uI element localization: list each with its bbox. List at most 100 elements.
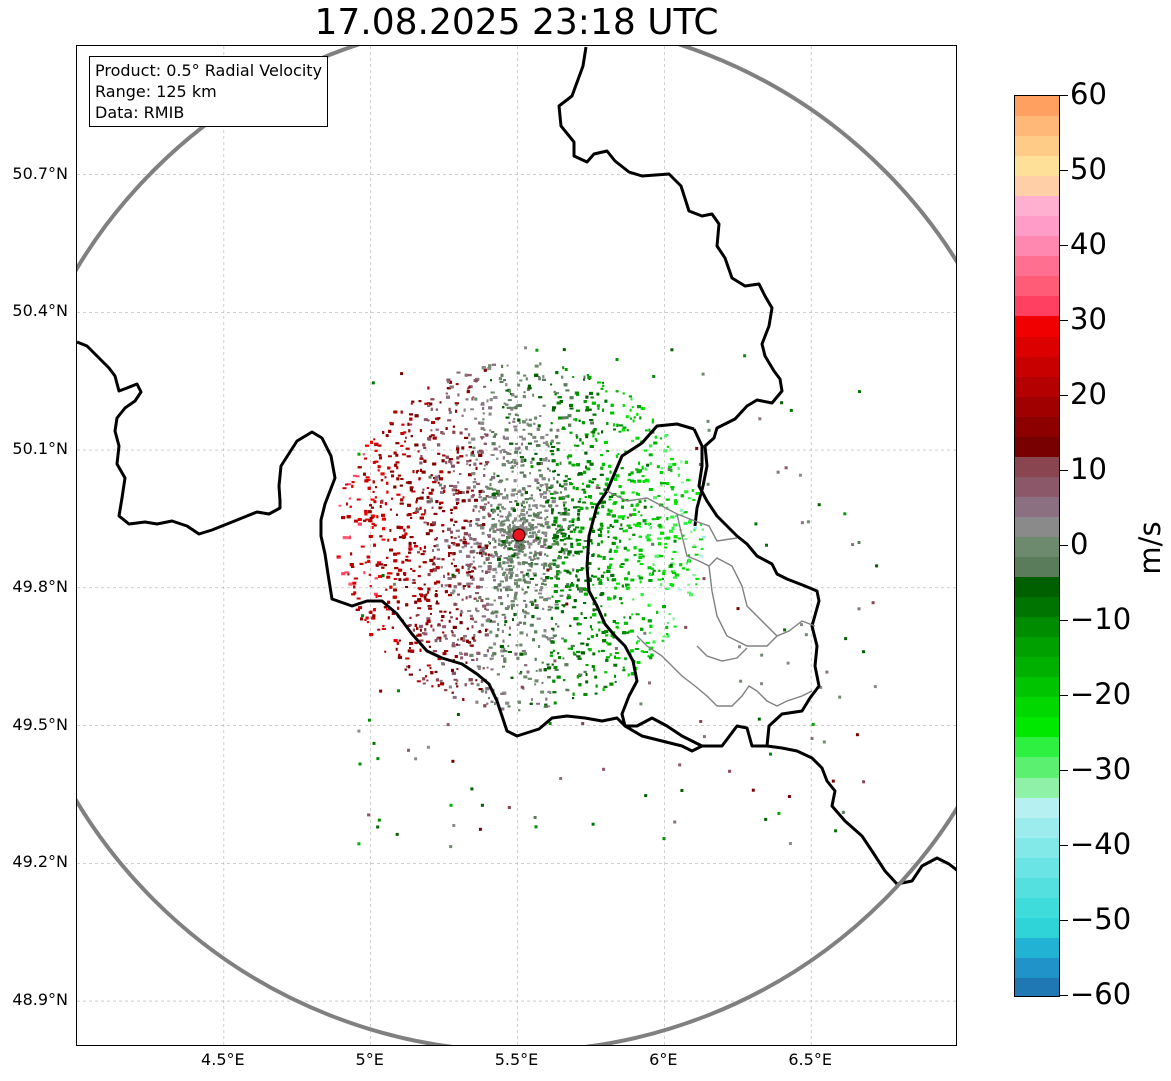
echo-cell (612, 536, 616, 539)
echo-cell (531, 524, 534, 527)
echo-cell (480, 436, 485, 439)
echo-cell (659, 437, 662, 440)
echo-cell (637, 510, 640, 513)
echo-cell (608, 464, 612, 468)
echo-cell (578, 419, 581, 422)
echo-cell (626, 631, 630, 634)
echo-cell (670, 570, 673, 573)
echo-cell (465, 454, 468, 457)
echo-cell (371, 616, 376, 620)
echo-cell (615, 390, 618, 393)
echo-cell (637, 522, 641, 526)
echo-cell (377, 595, 382, 598)
echo-cell (357, 466, 362, 469)
echo-cell (378, 454, 382, 456)
echo-cell (667, 587, 671, 590)
echo-cell (548, 486, 553, 489)
echo-cell (435, 678, 439, 682)
echo-cell (427, 419, 430, 422)
echo-cell (504, 623, 506, 626)
echo-cell (503, 571, 507, 574)
echo-cell (445, 455, 449, 459)
echo-cell (471, 659, 475, 661)
echo-cell (591, 665, 595, 668)
radar-map[interactable] (77, 46, 957, 1046)
echo-cell (486, 649, 489, 653)
echo-cell (587, 562, 592, 565)
echo-cell (480, 427, 484, 430)
echo-cell (465, 563, 468, 566)
echo-cell (443, 610, 447, 613)
echo-cell (520, 508, 525, 512)
echo-cell (419, 628, 422, 632)
echo-cell (670, 515, 675, 519)
echo-cell (423, 521, 427, 524)
echo-cell (483, 468, 486, 471)
echo-cell (674, 501, 678, 505)
echo-cell (582, 546, 585, 550)
echo-cell (502, 507, 507, 510)
echo-cell (518, 519, 523, 522)
echo-cell (637, 575, 641, 577)
echo-cell (420, 455, 423, 458)
echo-cell (455, 543, 460, 547)
echo-cell (455, 608, 459, 611)
echo-cell (624, 658, 627, 661)
echo-cell (503, 650, 508, 653)
echo-cell (401, 560, 405, 564)
echo-cell (480, 450, 484, 454)
echo-cell (433, 581, 437, 585)
echo-cell (494, 539, 497, 543)
echo-cell (503, 648, 506, 652)
echo-cell (505, 557, 508, 560)
echo-cell (484, 503, 487, 506)
echo-cell (494, 702, 496, 706)
echo-cell (514, 582, 518, 586)
echo-cell (505, 701, 510, 705)
echo-cell (510, 528, 514, 532)
echo-cell (488, 364, 492, 368)
echo-cell (532, 638, 535, 642)
echo-cell (424, 509, 426, 512)
echo-cell (467, 520, 471, 523)
echo-cell (657, 537, 662, 540)
echo-cell (611, 514, 616, 518)
echo-cell (481, 366, 486, 370)
echo-cell (514, 517, 518, 521)
echo-cell (545, 576, 550, 580)
echo-cell (459, 473, 462, 475)
echo-cell (528, 508, 532, 511)
echo-cell (536, 462, 541, 466)
echo-cell (428, 492, 433, 495)
echo-cell (611, 494, 614, 497)
echo-cell (563, 479, 568, 482)
echo-cell (476, 541, 479, 545)
echo-cell (424, 510, 427, 514)
echo-cell (530, 461, 533, 464)
map-panel[interactable] (76, 45, 957, 1046)
echo-cell (393, 410, 398, 414)
echo-cell (514, 543, 518, 546)
echo-cell (633, 546, 637, 550)
echo-cell (581, 421, 585, 425)
echo-cell (425, 622, 429, 626)
echo-cell (590, 396, 594, 399)
echo-cell (620, 491, 625, 495)
echo-cell (701, 535, 706, 538)
echo-cell (598, 580, 602, 583)
echo-cell (360, 545, 365, 548)
echo-cell (602, 381, 604, 384)
echo-cell (455, 404, 458, 406)
echo-cell (581, 441, 584, 445)
echo-cell (389, 528, 392, 532)
echo-cell (613, 423, 615, 427)
echo-cell (555, 564, 560, 568)
echo-cell (552, 679, 556, 683)
echo-cell (510, 603, 515, 607)
echo-cell (472, 538, 477, 541)
echo-cell (614, 549, 618, 553)
echo-cell (508, 547, 513, 550)
echo-cell (482, 407, 485, 410)
echo-cell (556, 392, 559, 395)
echo-cell (373, 500, 377, 504)
